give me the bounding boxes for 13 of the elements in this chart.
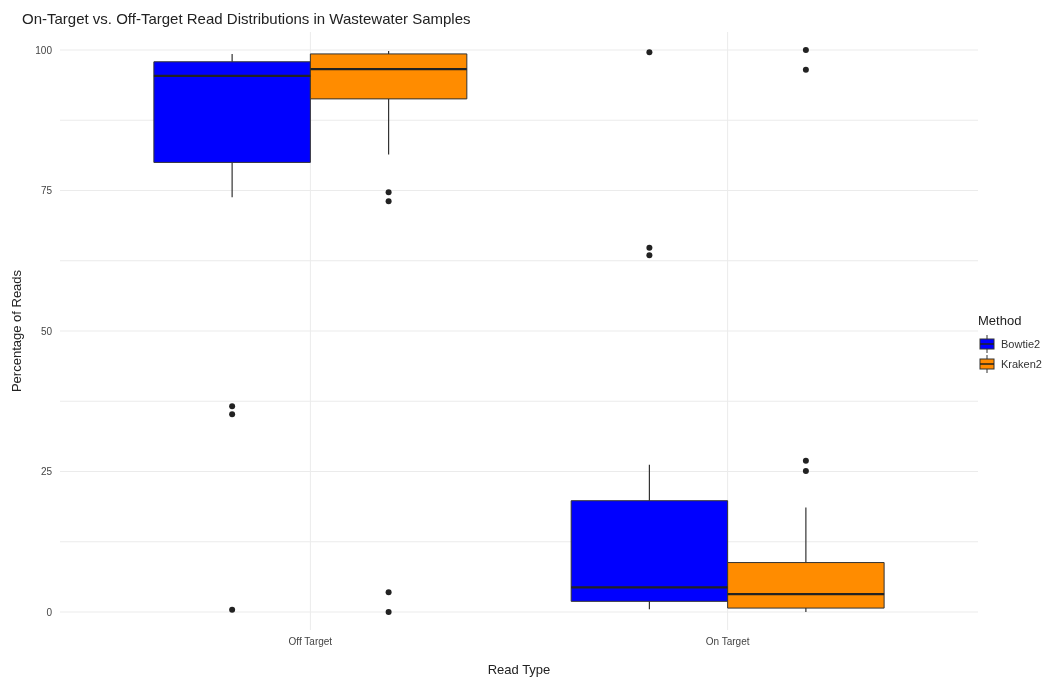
y-tick-label: 100 xyxy=(35,44,53,56)
x-axis-title: Read Type xyxy=(487,662,551,677)
x-tick-label: On Target xyxy=(705,636,750,648)
legend-label: Kraken2 xyxy=(1001,358,1042,370)
y-tick-label: 75 xyxy=(40,185,53,197)
legend-label: Bowtie2 xyxy=(1001,338,1041,350)
y-tick-label: 50 xyxy=(40,325,53,337)
legend-title: Method xyxy=(978,313,1023,328)
y-axis-title: Percentage of Reads xyxy=(8,269,24,393)
chart-title: On-Target vs. Off-Target Read Distributions in Wastewater Samples xyxy=(22,10,471,27)
y-tick-label: 0 xyxy=(46,606,53,618)
y-tick-label: 25 xyxy=(40,466,53,478)
x-tick-label: Off Target xyxy=(288,636,333,648)
